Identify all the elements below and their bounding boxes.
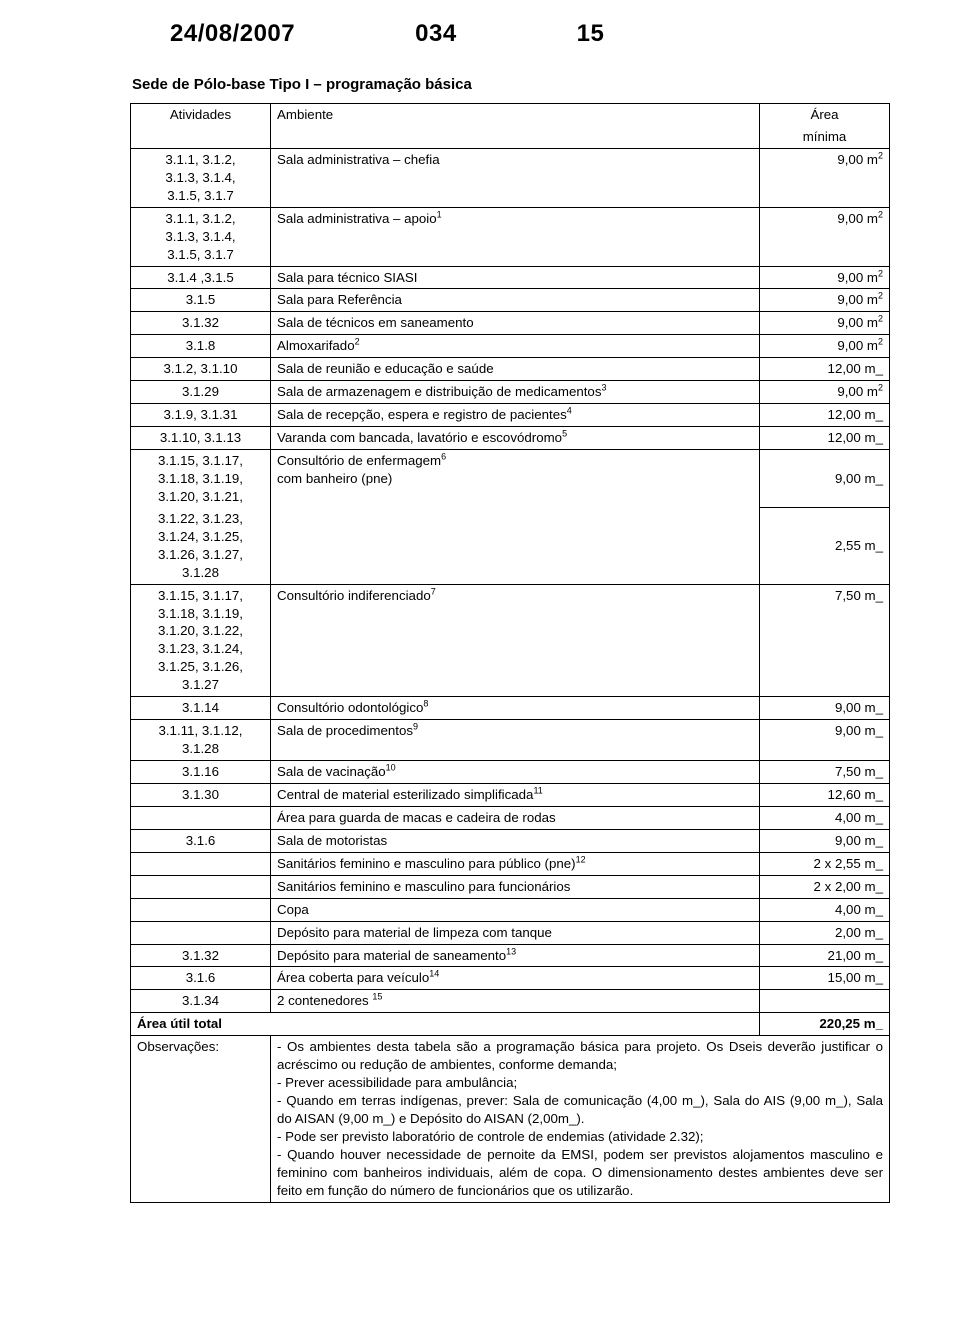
activity-cell: 3.1.5 — [131, 289, 271, 312]
area-cell: 7,50 m_ — [760, 584, 890, 697]
area-cell: 9,00 m2 — [760, 381, 890, 404]
activity-cell — [131, 852, 271, 875]
activity-cell: 3.1.16 — [131, 761, 271, 784]
ambiente-cell: Sala administrativa – apoio1 — [271, 207, 760, 266]
area-cell: 9,00 m2 — [760, 335, 890, 358]
ambiente-cell: Sala de armazenagem e distribuição de me… — [271, 381, 760, 404]
activity-cell: 3.1.6 — [131, 829, 271, 852]
ambiente-cell: Sala para Referência — [271, 289, 760, 312]
page-header: 24/08/2007 034 15 — [170, 20, 890, 48]
program-table: Atividades Ambiente Área mínima 3.1.1, 3… — [130, 103, 890, 1203]
activity-cell: 3.1.22, 3.1.23,3.1.24, 3.1.25,3.1.26, 3.… — [131, 508, 271, 584]
area-cell: 12,00 m_ — [760, 427, 890, 450]
ambiente-cell: Sala de recepção, espera e registro de p… — [271, 404, 760, 427]
ambiente-cell: Sala para técnico SIASI — [271, 266, 760, 289]
area-cell: 2 x 2,55 m_ — [760, 852, 890, 875]
area-cell: 9,00 m2 — [760, 266, 890, 289]
activity-cell — [131, 875, 271, 898]
total-label: Área útil total — [131, 1013, 760, 1036]
activity-cell: 3.1.9, 3.1.31 — [131, 404, 271, 427]
ambiente-cell: Sala administrativa – chefia — [271, 148, 760, 207]
ambiente-cell: Sala de reunião e educação e saúde — [271, 358, 760, 381]
area-cell: 15,00 m_ — [760, 967, 890, 990]
col-area-top: Área — [760, 104, 890, 126]
area-cell: 9,00 m2 — [760, 148, 890, 207]
activity-cell: 3.1.1, 3.1.2,3.1.3, 3.1.4,3.1.5, 3.1.7 — [131, 148, 271, 207]
observacoes-label: Observações: — [131, 1036, 271, 1202]
area-cell: 9,00 m_ — [760, 450, 890, 508]
activity-cell: 3.1.32 — [131, 944, 271, 967]
ambiente-cell: Área coberta para veículo14 — [271, 967, 760, 990]
ambiente-cell: Varanda com bancada, lavatório e escovód… — [271, 427, 760, 450]
ambiente-cell: Área para guarda de macas e cadeira de r… — [271, 806, 760, 829]
ambiente-cell: Sanitários feminino e masculino para fun… — [271, 875, 760, 898]
activity-cell: 3.1.1, 3.1.2,3.1.3, 3.1.4,3.1.5, 3.1.7 — [131, 207, 271, 266]
ambiente-cell: Sala de vacinação10 — [271, 761, 760, 784]
area-cell: 21,00 m_ — [760, 944, 890, 967]
col-atividades: Atividades — [131, 104, 271, 149]
ambiente-cell: Consultório de enfermagem6com banheiro (… — [271, 450, 760, 585]
area-cell: 2 x 2,00 m_ — [760, 875, 890, 898]
area-cell: 9,00 m2 — [760, 289, 890, 312]
ambiente-cell: Depósito para material de saneamento13 — [271, 944, 760, 967]
area-cell: 12,00 m_ — [760, 358, 890, 381]
area-cell: 7,50 m_ — [760, 761, 890, 784]
ambiente-cell: Consultório odontológico8 — [271, 697, 760, 720]
activity-cell: 3.1.11, 3.1.12,3.1.28 — [131, 720, 271, 761]
area-cell: 9,00 m_ — [760, 697, 890, 720]
ambiente-cell: Copa — [271, 898, 760, 921]
activity-cell: 3.1.30 — [131, 783, 271, 806]
ambiente-cell: Depósito para material de limpeza com ta… — [271, 921, 760, 944]
area-cell: 2,55 m_ — [760, 508, 890, 584]
activity-cell: 3.1.4 ,3.1.5 — [131, 266, 271, 289]
area-cell: 9,00 m_ — [760, 829, 890, 852]
header-page: 15 — [577, 20, 605, 48]
area-cell: 9,00 m_ — [760, 720, 890, 761]
ambiente-cell: Sanitários feminino e masculino para púb… — [271, 852, 760, 875]
activity-cell: 3.1.15, 3.1.17,3.1.18, 3.1.19,3.1.20, 3.… — [131, 450, 271, 508]
total-value: 220,25 m_ — [760, 1013, 890, 1036]
activity-cell — [131, 898, 271, 921]
ambiente-cell: Central de material esterilizado simplif… — [271, 783, 760, 806]
header-doc-no: 034 — [415, 20, 457, 48]
area-cell: 2,00 m_ — [760, 921, 890, 944]
area-cell: 9,00 m2 — [760, 312, 890, 335]
area-cell: 12,00 m_ — [760, 404, 890, 427]
activity-cell — [131, 921, 271, 944]
col-ambiente: Ambiente — [271, 104, 760, 149]
ambiente-cell: Sala de procedimentos9 — [271, 720, 760, 761]
document-page: 24/08/2007 034 15 Sede de Pólo-base Tipo… — [0, 0, 960, 1320]
ambiente-cell: Sala de técnicos em saneamento — [271, 312, 760, 335]
area-cell: 4,00 m_ — [760, 806, 890, 829]
col-area-bottom: mínima — [760, 126, 890, 148]
ambiente-cell: 2 contenedores 15 — [271, 990, 760, 1013]
area-cell: 12,60 m_ — [760, 783, 890, 806]
ambiente-cell: Almoxarifado2 — [271, 335, 760, 358]
header-date: 24/08/2007 — [170, 20, 295, 48]
activity-cell: 3.1.8 — [131, 335, 271, 358]
area-cell: 4,00 m_ — [760, 898, 890, 921]
activity-cell: 3.1.2, 3.1.10 — [131, 358, 271, 381]
activity-cell: 3.1.10, 3.1.13 — [131, 427, 271, 450]
activity-cell: 3.1.14 — [131, 697, 271, 720]
observacoes-text: - Os ambientes desta tabela são a progra… — [271, 1036, 890, 1202]
activity-cell: 3.1.29 — [131, 381, 271, 404]
ambiente-cell: Consultório indiferenciado7 — [271, 584, 760, 697]
activity-cell: 3.1.6 — [131, 967, 271, 990]
activity-cell: 3.1.34 — [131, 990, 271, 1013]
activity-cell: 3.1.32 — [131, 312, 271, 335]
area-cell: 9,00 m2 — [760, 207, 890, 266]
ambiente-cell: Sala de motoristas — [271, 829, 760, 852]
activity-cell: 3.1.15, 3.1.17,3.1.18, 3.1.19,3.1.20, 3.… — [131, 584, 271, 697]
area-cell — [760, 990, 890, 1013]
section-title: Sede de Pólo-base Tipo I – programação b… — [132, 76, 890, 93]
activity-cell — [131, 806, 271, 829]
